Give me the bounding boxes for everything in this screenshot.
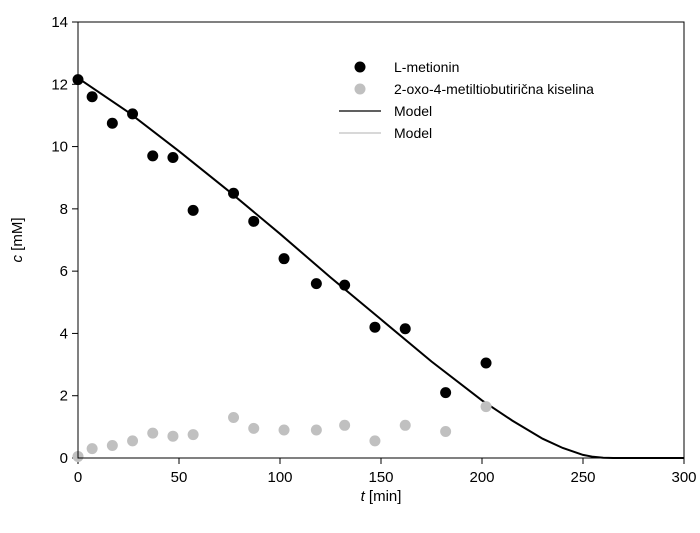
data-point-series-1 [339, 419, 351, 431]
data-point-series-1 [440, 426, 452, 438]
y-axis-unit: [mM] [9, 218, 26, 256]
data-point-series-1 [480, 401, 492, 413]
plot-area [72, 74, 684, 462]
data-point-series-0 [228, 187, 240, 199]
data-point-series-1 [86, 443, 98, 455]
legend-label: L-metionin [394, 59, 459, 75]
y-tick-label: 10 [51, 139, 68, 156]
data-point-series-0 [339, 279, 351, 291]
y-tick-label: 14 [51, 14, 68, 31]
data-point-series-1 [399, 419, 411, 431]
tick-labels: 0 50 100 150 200 250 300 0 2 4 6 8 10 12 14 [51, 14, 696, 486]
data-point-series-0 [86, 91, 98, 103]
data-point-series-1 [167, 430, 179, 442]
legend-label: Model [394, 125, 432, 141]
x-axis-label: t [min] [361, 488, 402, 505]
x-tick-label: 150 [368, 469, 393, 486]
data-point-series-0 [127, 108, 139, 120]
y-tick-label: 0 [60, 450, 68, 467]
data-point-series-0 [399, 323, 411, 335]
data-point-series-1 [310, 424, 322, 436]
x-tick-label: 300 [671, 469, 696, 486]
legend-marker [354, 61, 366, 73]
data-point-series-0 [167, 151, 179, 163]
y-tick-label: 6 [60, 263, 68, 280]
x-tick-label: 100 [267, 469, 292, 486]
model-line-2 [77, 77, 684, 459]
x-axis-unit: [min] [365, 488, 402, 505]
x-tick-label: 250 [570, 469, 595, 486]
legend: L-metionin 2-oxo-4-metiltiobutirična kise… [339, 59, 594, 141]
legend-label: Model [394, 103, 432, 119]
plot-frame [77, 21, 685, 459]
data-point-series-0 [278, 253, 290, 265]
data-point-series-0 [106, 117, 118, 129]
y-axis-label: c [mM] [9, 218, 26, 263]
data-point-series-0 [480, 357, 492, 369]
x-tick-label: 0 [74, 469, 82, 486]
y-tick-label: 8 [60, 201, 68, 218]
y-tick-label: 4 [60, 325, 68, 342]
legend-label: 2-oxo-4-metiltiobutirična kiselina [394, 81, 594, 97]
data-point-series-1 [228, 412, 240, 424]
data-point-series-1 [187, 429, 199, 441]
data-point-series-1 [106, 440, 118, 452]
data-point-series-0 [248, 215, 260, 227]
data-point-series-0 [440, 387, 452, 399]
x-tick-label: 200 [469, 469, 494, 486]
data-point-series-0 [310, 278, 322, 290]
data-point-series-0 [147, 150, 159, 162]
y-tick-label: 12 [51, 76, 68, 93]
data-point-series-1 [278, 424, 290, 436]
x-tick-label: 50 [171, 469, 188, 486]
legend-marker [354, 83, 366, 95]
data-point-series-1 [369, 435, 381, 447]
x-axis-symbol: t [361, 488, 366, 505]
y-tick-label: 2 [60, 388, 68, 405]
data-point-series-0 [187, 204, 199, 216]
data-point-series-0 [369, 321, 381, 333]
y-axis-symbol: c [9, 255, 26, 263]
data-point-series-1 [248, 422, 260, 434]
data-point-series-1 [147, 427, 159, 439]
data-point-series-1 [127, 435, 139, 447]
